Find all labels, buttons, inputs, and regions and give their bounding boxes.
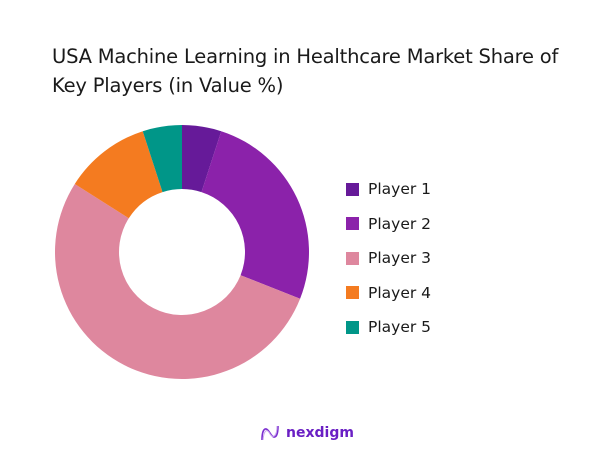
chart-title: USA Machine Learning in Healthcare Marke… <box>52 45 559 97</box>
legend-label: Player 4 <box>368 283 432 302</box>
legend-label: Player 3 <box>368 249 432 268</box>
legend-swatch <box>346 320 359 334</box>
nexdigm-wave-icon <box>261 425 279 441</box>
legend-label: Player 5 <box>368 318 432 337</box>
legend-item-player-1: Player 1 <box>346 172 431 207</box>
donut-slice-player-2 <box>201 131 310 299</box>
donut-slice-player-4 <box>74 131 163 219</box>
donut-slice-player-3 <box>55 183 301 379</box>
legend-swatch <box>346 251 359 265</box>
nexdigm-logo: nexdigm <box>260 424 354 442</box>
legend: Player 1 Player 2 Player 3 Player 4 Play… <box>346 172 431 345</box>
legend-item-player-5: Player 5 <box>346 310 431 345</box>
legend-label: Player 2 <box>368 214 432 233</box>
legend-swatch <box>346 217 359 231</box>
legend-item-player-3: Player 3 <box>346 241 431 276</box>
legend-swatch <box>346 286 359 300</box>
legend-item-player-4: Player 4 <box>346 276 431 311</box>
donut-slice-player-5 <box>142 125 182 193</box>
legend-label: Player 1 <box>368 180 432 199</box>
legend-item-player-2: Player 2 <box>346 207 431 242</box>
logo-text: nexdigm <box>286 425 354 441</box>
legend-swatch <box>346 182 359 196</box>
donut-slice-player-1 <box>182 125 222 193</box>
